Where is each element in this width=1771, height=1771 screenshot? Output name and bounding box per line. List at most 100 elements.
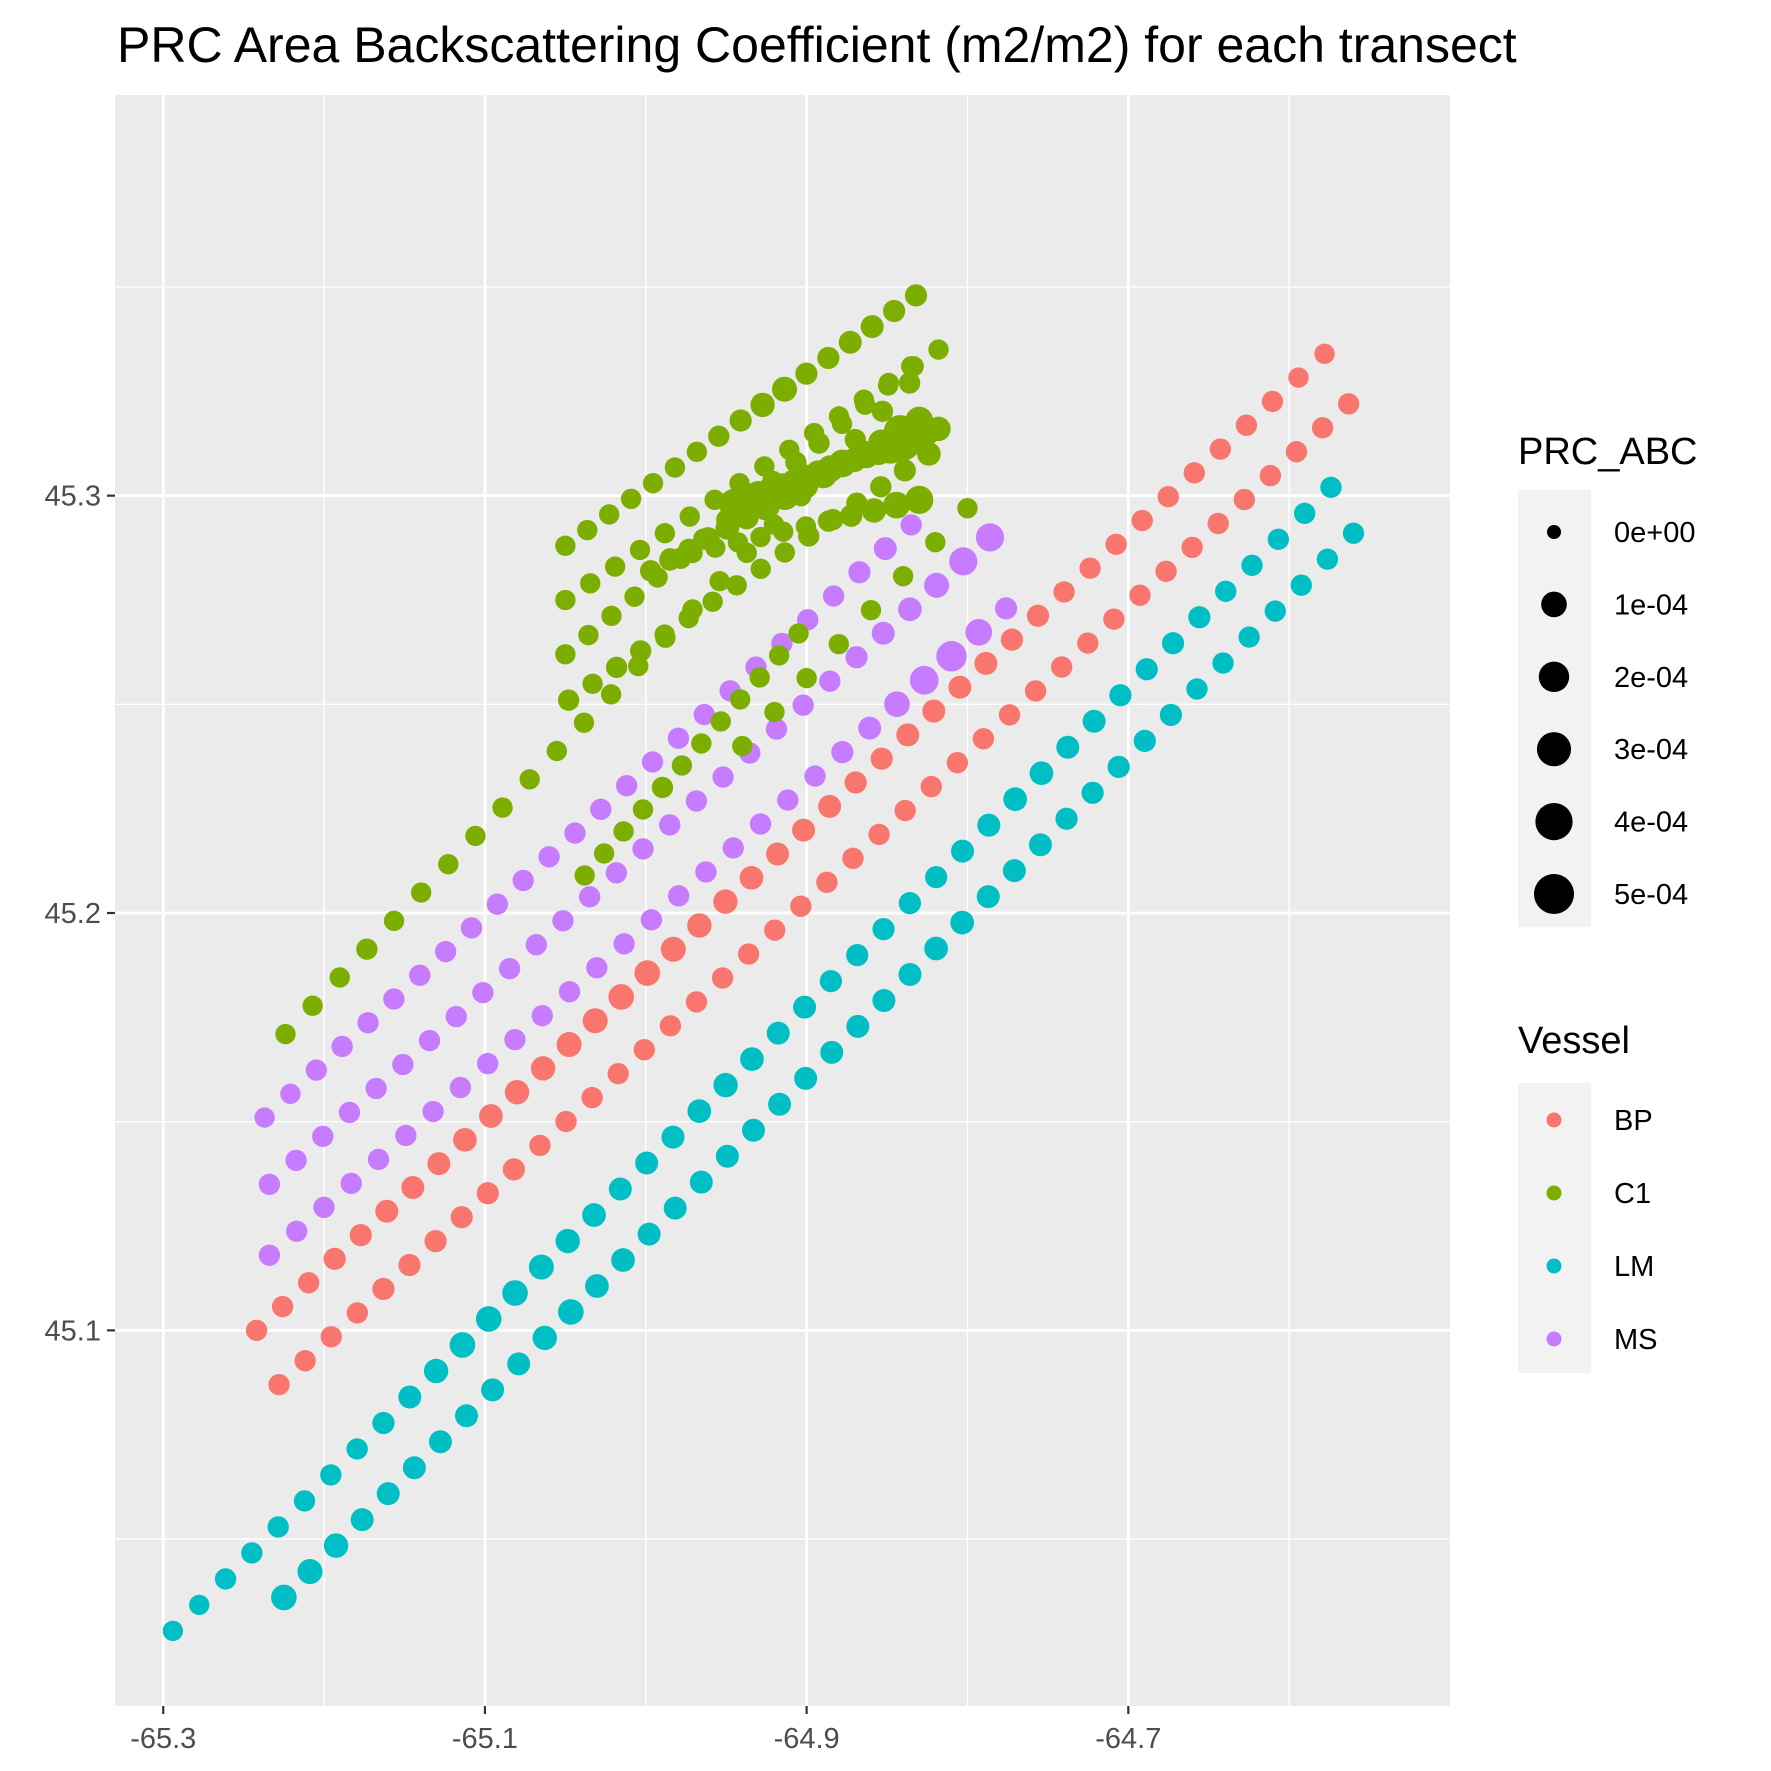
data-point-ms [898,597,922,622]
data-point-bp [268,1373,290,1396]
data-point-c1 [629,640,652,662]
data-point-c1 [795,516,817,537]
data-point-bp [816,871,838,893]
data-point-bp [1261,390,1284,413]
data-point-ms [749,813,772,835]
data-point-lm [898,892,921,915]
data-point-c1 [892,565,914,587]
data-point-lm [872,918,895,941]
data-point-c1 [605,656,628,679]
size-legend-label: 4e-04 [1614,807,1688,839]
data-point-bp [818,794,842,818]
data-point-c1 [817,510,840,532]
data-point-lm [475,1306,502,1332]
data-point-lm [1342,522,1365,544]
data-point-ms [254,1107,275,1128]
color-legend-key-c1 [1546,1185,1562,1201]
data-point-c1 [860,315,884,339]
data-point-c1 [871,400,894,422]
data-point-bp [346,1302,369,1324]
x-axis: -65.3 -65.1 -64.9 -64.7 [130,1706,1161,1755]
data-point-ms [409,964,431,986]
data-point-bp [453,1127,477,1152]
data-point-bp [504,1079,530,1105]
data-point-ms [871,621,895,645]
data-point-c1 [877,375,899,396]
data-point-bp [427,1152,451,1176]
data-point-lm [267,1516,289,1538]
data-point-c1 [882,299,906,323]
data-point-c1 [905,485,934,514]
data-point-ms [558,981,581,1003]
data-point-lm [376,1482,400,1506]
x-tick-label: -64.7 [1095,1723,1161,1755]
data-point-lm [1109,684,1132,707]
data-point-c1 [727,532,749,553]
data-point-c1 [580,573,601,594]
data-point-lm [320,1464,342,1486]
data-point-c1 [555,589,576,611]
data-point-ms [848,561,871,584]
data-point-c1 [768,645,790,666]
data-point-ms [460,917,483,939]
data-point-bp [974,651,998,675]
data-point-c1 [771,376,798,402]
data-point-c1 [629,539,651,561]
data-point-ms [605,862,628,884]
data-point-lm [189,1594,210,1616]
data-point-bp [711,967,734,989]
data-point-lm [398,1385,422,1409]
data-point-bp [737,943,760,965]
data-point-ms [909,665,939,695]
data-point-bp [633,1039,655,1061]
data-point-ms [312,1125,334,1148]
data-point-bp [450,1206,473,1229]
data-point-bp [946,751,969,774]
data-point-lm [766,1021,790,1045]
data-point-bp [1207,512,1229,535]
data-point-ms [472,981,494,1004]
data-point-ms [395,1124,417,1147]
data-point-ms [822,585,845,607]
data-point-c1 [679,506,700,527]
data-point-bp [842,847,864,870]
y-axis: 45.1 45.2 45.3 [45,481,115,1347]
size-legend-label: 1e-04 [1614,589,1688,621]
data-point-bp [502,1158,525,1181]
data-point-lm [898,963,922,987]
data-point-lm [741,1118,765,1142]
data-point-ms [884,691,910,718]
data-point-bp [556,1032,582,1058]
data-point-lm [1056,735,1080,759]
data-point-c1 [654,523,676,544]
data-point-ms [900,514,922,536]
data-point-ms [286,1220,308,1242]
data-point-lm [924,936,948,961]
color-legend-keys-background [1518,1083,1591,1373]
data-point-lm [846,944,869,967]
data-point-ms [586,957,608,979]
data-point-bp [1183,462,1205,484]
data-point-lm [297,1559,323,1585]
data-point-c1 [900,356,922,377]
data-point-lm [372,1411,395,1435]
data-point-bp [582,1008,608,1034]
data-point-ms [477,1052,499,1075]
data-point-lm [1293,502,1316,524]
data-point-ms [338,1101,361,1124]
data-point-bp [372,1277,395,1301]
data-point-bp [349,1223,372,1247]
data-point-bp [479,1104,503,1128]
data-point-lm [794,1066,818,1090]
data-point-lm [820,1040,844,1064]
data-point-c1 [593,843,615,864]
data-point-c1 [654,624,675,645]
data-point-lm [635,1151,659,1175]
color-legend-label: MS [1614,1324,1658,1356]
color-legend-label: C1 [1614,1178,1651,1210]
data-point-c1 [729,409,752,432]
data-point-bp [297,1272,320,1294]
data-point-bp [323,1247,346,1271]
data-point-lm [608,1177,632,1201]
data-point-ms [367,1148,390,1171]
